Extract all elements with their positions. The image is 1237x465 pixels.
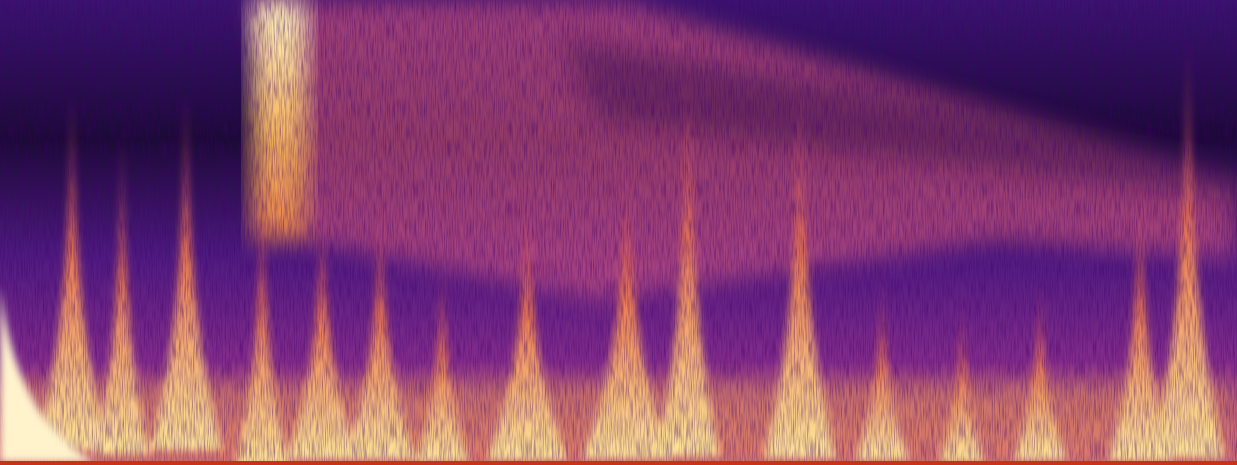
corner-glow xyxy=(0,285,95,462)
bottom-edge xyxy=(0,461,1237,465)
